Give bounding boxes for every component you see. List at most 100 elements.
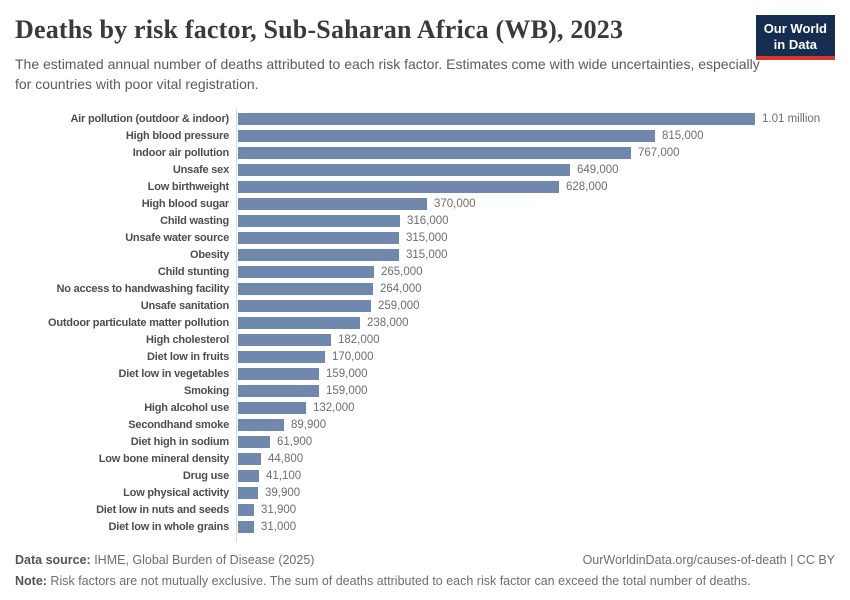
category-label: Diet low in nuts and seeds bbox=[96, 504, 229, 517]
bar-plot-area: 815,000 bbox=[236, 130, 835, 143]
bar-row: High blood sugar 370,000 bbox=[15, 196, 835, 213]
bar-row: Smoking 159,000 bbox=[15, 383, 835, 400]
bar-plot-area: 628,000 bbox=[236, 181, 835, 194]
bar-row: Low birthweight 628,000 bbox=[15, 179, 835, 196]
data-source-value: IHME, Global Burden of Disease (2025) bbox=[90, 552, 315, 567]
category-label: Unsafe water source bbox=[125, 232, 229, 245]
source-row: Data source: IHME, Global Burden of Dise… bbox=[15, 553, 835, 567]
bar-row: No access to handwashing facility 264,000 bbox=[15, 281, 835, 298]
bar-row: Secondhand smoke 89,900 bbox=[15, 417, 835, 434]
bar-plot-area: 31,000 bbox=[236, 521, 835, 534]
bar-row: Diet low in fruits 170,000 bbox=[15, 349, 835, 366]
category-label: High blood sugar bbox=[141, 198, 229, 211]
bar-plot-area: 259,000 bbox=[236, 300, 835, 313]
chart-subtitle: The estimated annual number of deaths at… bbox=[15, 56, 760, 93]
bar bbox=[238, 113, 755, 126]
bar bbox=[238, 351, 325, 364]
bar-plot-area: 182,000 bbox=[236, 334, 835, 347]
value-label: 1.01 million bbox=[762, 113, 821, 126]
value-label: 61,900 bbox=[277, 436, 313, 449]
value-label: 264,000 bbox=[380, 283, 422, 296]
value-label: 170,000 bbox=[332, 351, 374, 364]
category-label: Smoking bbox=[183, 385, 229, 398]
bar-row: Child stunting 265,000 bbox=[15, 264, 835, 281]
bar bbox=[238, 215, 400, 228]
bar-row: Unsafe water source 315,000 bbox=[15, 230, 835, 247]
category-label: Low birthweight bbox=[147, 181, 230, 194]
note-text: Risk factors are not mutually exclusive.… bbox=[46, 573, 751, 588]
value-label: 31,000 bbox=[261, 521, 297, 534]
bar bbox=[238, 266, 374, 279]
chart-rows: Air pollution (outdoor & indoor) 1.01 mil… bbox=[15, 111, 835, 536]
owid-url-link[interactable]: OurWorldinData.org/causes-of-death | CC … bbox=[582, 552, 835, 567]
bar-row: Indoor air pollution 767,000 bbox=[15, 145, 835, 162]
bar-plot-area: 61,900 bbox=[236, 436, 835, 449]
bar-row: High blood pressure 815,000 bbox=[15, 128, 835, 145]
bar-plot-area: 767,000 bbox=[236, 147, 835, 160]
bar bbox=[238, 521, 254, 534]
bar bbox=[238, 283, 373, 296]
bar-row: Child wasting 316,000 bbox=[15, 213, 835, 230]
bar-row: Diet low in nuts and seeds 31,900 bbox=[15, 502, 835, 519]
bar-row: Unsafe sanitation 259,000 bbox=[15, 298, 835, 315]
bar-plot-area: 39,900 bbox=[236, 487, 835, 500]
bar-plot-area: 159,000 bbox=[236, 385, 835, 398]
value-label: 159,000 bbox=[326, 385, 368, 398]
bar bbox=[238, 334, 331, 347]
bar-plot-area: 89,900 bbox=[236, 419, 835, 432]
bar-row: Outdoor particulate matter pollution 238,… bbox=[15, 315, 835, 332]
bar bbox=[238, 130, 655, 143]
chart-header: Deaths by risk factor, Sub-Saharan Afric… bbox=[15, 15, 835, 95]
value-label: 628,000 bbox=[566, 181, 608, 194]
value-label: 370,000 bbox=[434, 198, 476, 211]
bar bbox=[238, 198, 427, 211]
value-label: 44,800 bbox=[268, 453, 304, 466]
bar-plot-area: 132,000 bbox=[236, 402, 835, 415]
value-label: 315,000 bbox=[406, 232, 448, 245]
bar bbox=[238, 436, 270, 449]
bar-row: Diet low in vegetables 159,000 bbox=[15, 366, 835, 383]
bar bbox=[238, 385, 319, 398]
bar bbox=[238, 147, 631, 160]
value-label: 39,900 bbox=[265, 487, 301, 500]
bar-row: Unsafe sex 649,000 bbox=[15, 162, 835, 179]
bar bbox=[238, 419, 284, 432]
bar-row: High alcohol use 132,000 bbox=[15, 400, 835, 417]
bar bbox=[238, 181, 559, 194]
bar bbox=[238, 317, 360, 330]
value-label: 265,000 bbox=[381, 266, 423, 279]
category-label: Secondhand smoke bbox=[128, 419, 229, 432]
value-label: 89,900 bbox=[291, 419, 327, 432]
category-label: High blood pressure bbox=[125, 130, 229, 143]
bar-row: Obesity 315,000 bbox=[15, 247, 835, 264]
data-source-label: Data source: bbox=[15, 552, 91, 567]
category-label: Air pollution (outdoor & indoor) bbox=[70, 113, 229, 126]
bar-plot-area: 159,000 bbox=[236, 368, 835, 381]
value-label: 182,000 bbox=[338, 334, 380, 347]
category-label: Low physical activity bbox=[123, 487, 229, 500]
bar-row: Diet high in sodium 61,900 bbox=[15, 434, 835, 451]
bar-plot-area: 649,000 bbox=[236, 164, 835, 177]
value-label: 649,000 bbox=[577, 164, 619, 177]
bar-plot-area: 316,000 bbox=[236, 215, 835, 228]
chart-footer: Data source: IHME, Global Burden of Dise… bbox=[15, 553, 835, 588]
value-label: 767,000 bbox=[638, 147, 680, 160]
bar bbox=[238, 368, 319, 381]
bar-plot-area: 31,900 bbox=[236, 504, 835, 517]
bar-row: Diet low in whole grains 31,000 bbox=[15, 519, 835, 536]
value-label: 238,000 bbox=[367, 317, 409, 330]
bar-row: Low physical activity 39,900 bbox=[15, 485, 835, 502]
category-label: Drug use bbox=[182, 470, 229, 483]
category-label: Unsafe sanitation bbox=[140, 300, 229, 313]
data-source: Data source: IHME, Global Burden of Dise… bbox=[15, 553, 314, 567]
bar-plot-area: 264,000 bbox=[236, 283, 835, 296]
category-label: Obesity bbox=[190, 249, 229, 262]
category-label: Diet low in vegetables bbox=[118, 368, 229, 381]
category-label: Low bone mineral density bbox=[98, 453, 229, 466]
bar-plot-area: 170,000 bbox=[236, 351, 835, 364]
bar-plot-area: 41,100 bbox=[236, 470, 835, 483]
bar-row: Air pollution (outdoor & indoor) 1.01 mil… bbox=[15, 111, 835, 128]
owid-logo-line2: in Data bbox=[773, 36, 818, 52]
value-label: 31,900 bbox=[261, 504, 297, 517]
